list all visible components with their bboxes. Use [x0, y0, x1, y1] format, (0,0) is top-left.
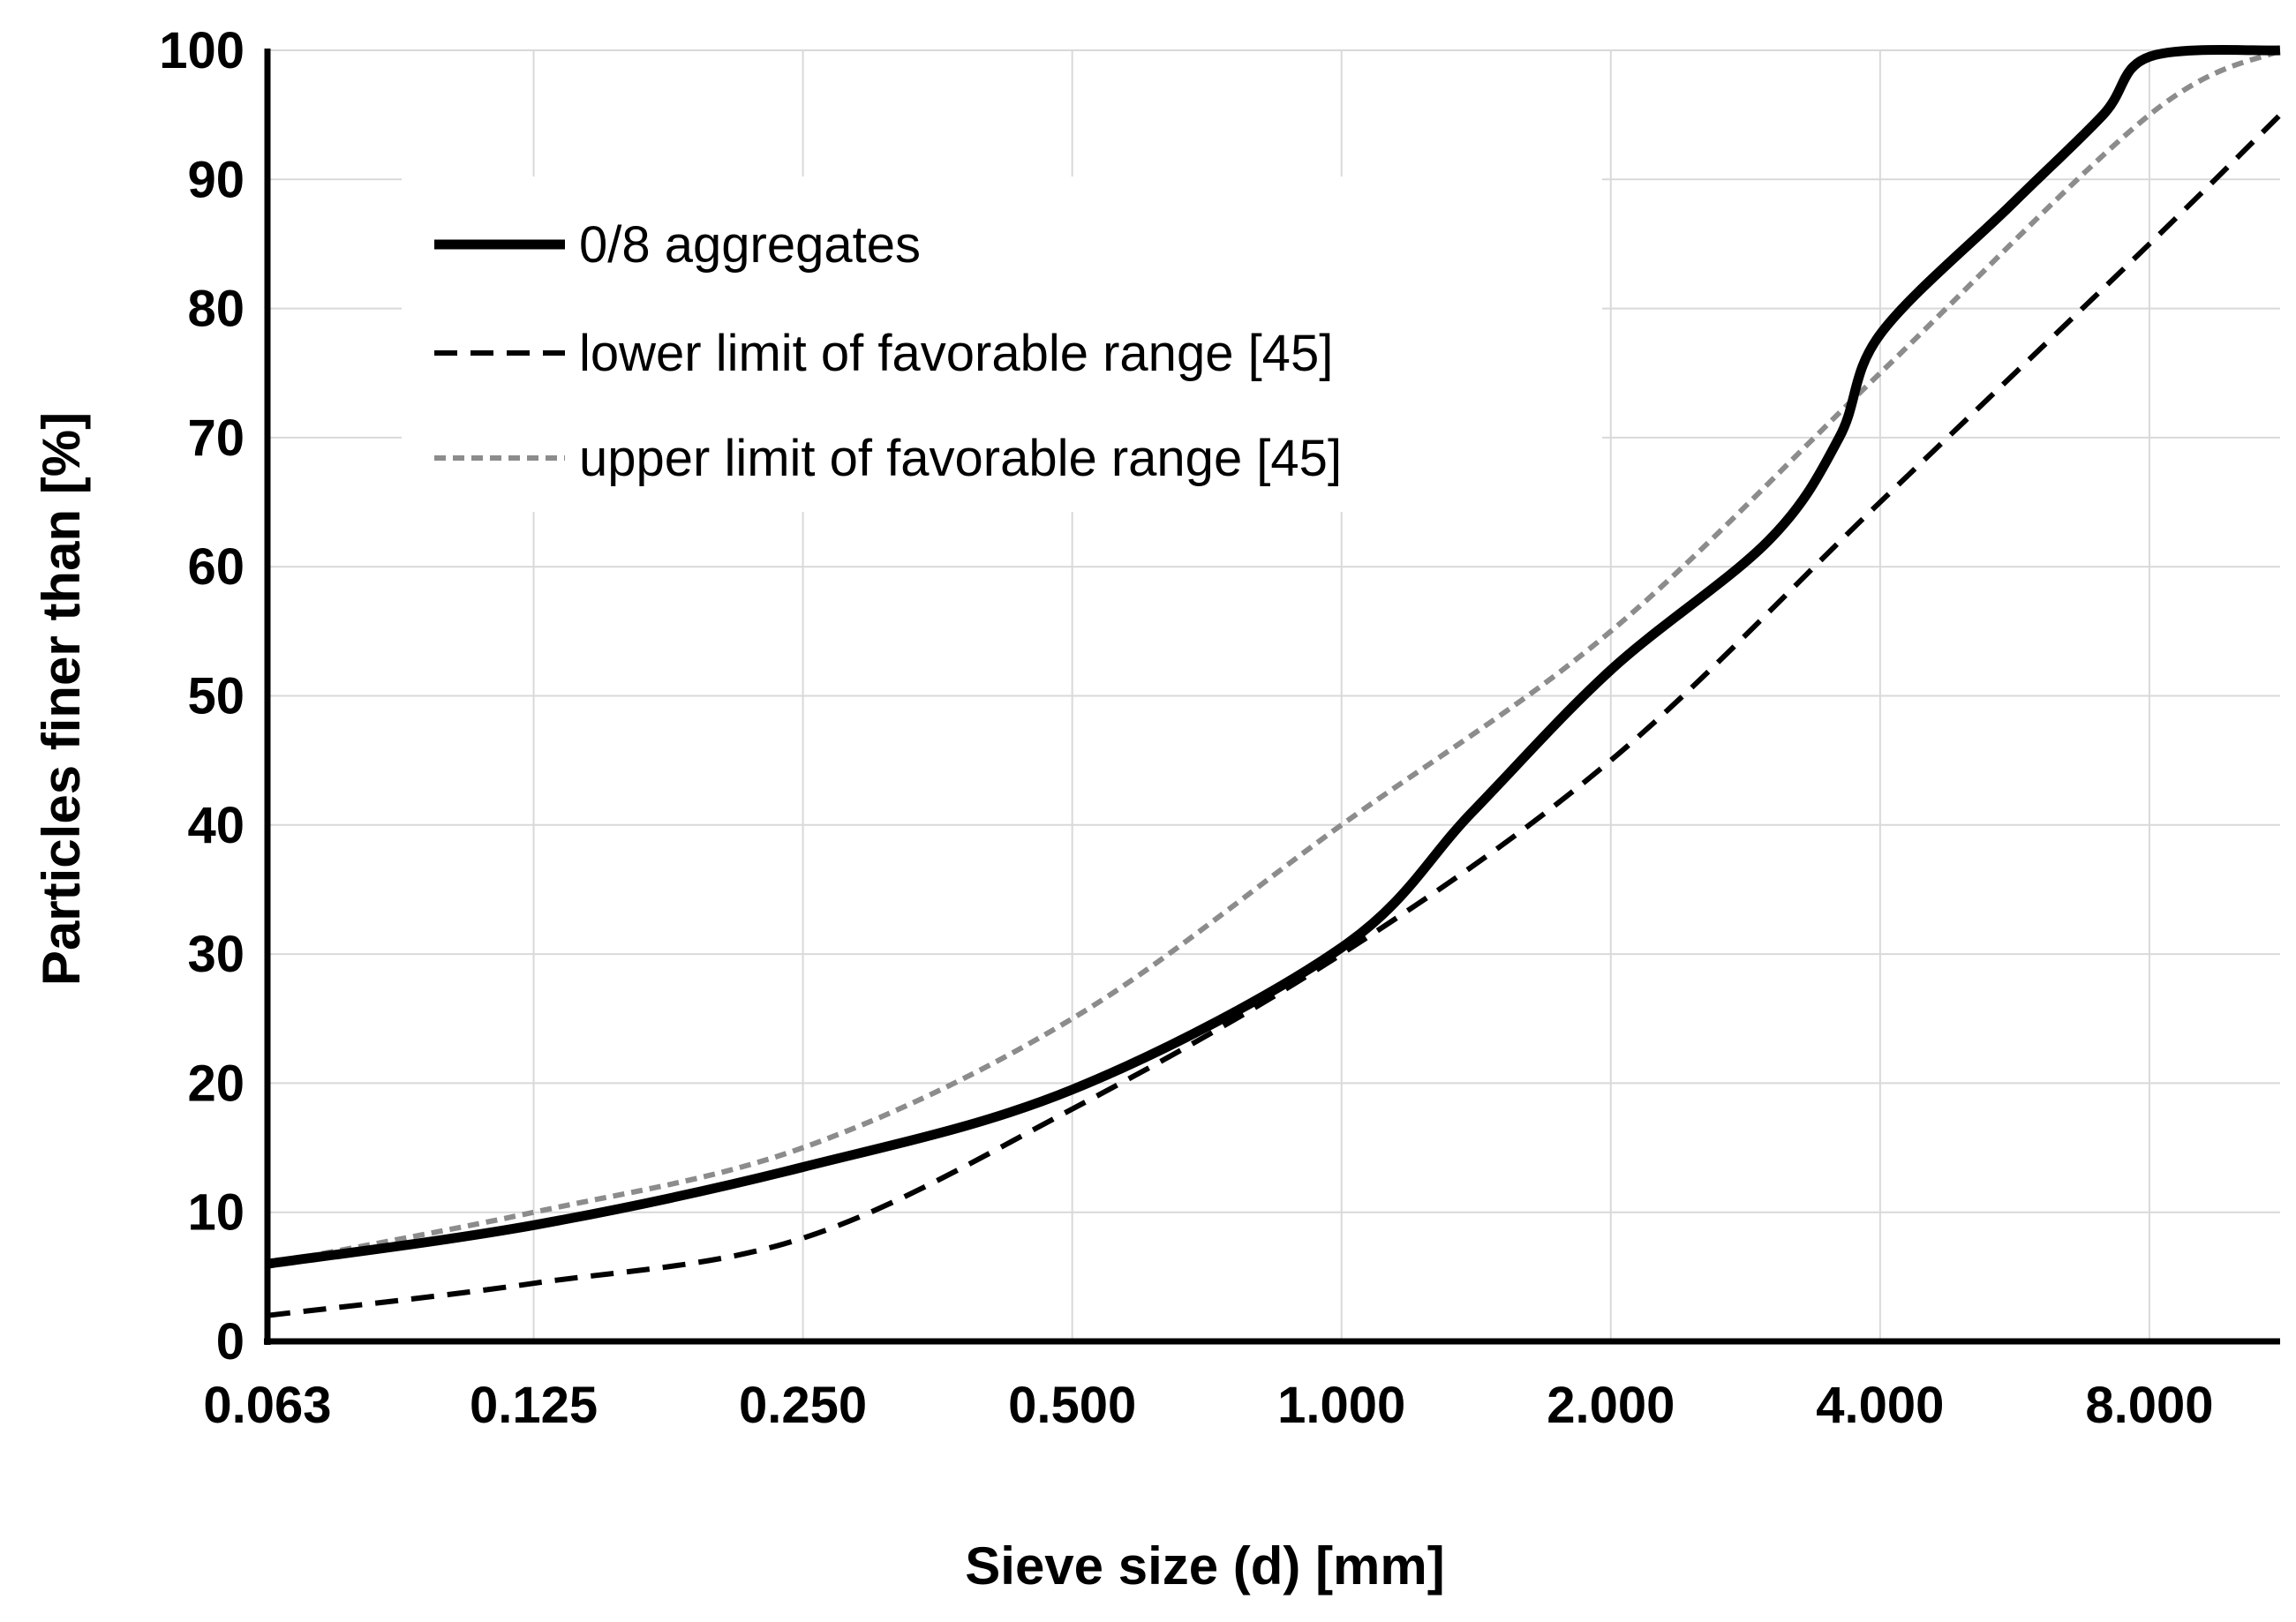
x-tick-label-5: 2.000: [1547, 1377, 1675, 1434]
axes: [264, 49, 2280, 1345]
legend-box: [402, 176, 1602, 512]
y-tick-label-1: 10: [187, 1184, 245, 1242]
legend-label-aggregates: 0/8 aggregates: [579, 216, 921, 274]
y-tick-label-8: 80: [187, 281, 245, 338]
series-line-0: [267, 45, 2281, 1269]
legend-label-lower-limit: lower limit of favorable range [45]: [579, 325, 1333, 382]
series-line-2: [267, 48, 2282, 1267]
x-tick-label-6: 4.000: [1816, 1377, 1944, 1434]
y-tick-label-7: 70: [187, 409, 245, 467]
x-tick-label-1: 0.125: [470, 1377, 598, 1434]
x-tick-label-3: 0.500: [1008, 1377, 1136, 1434]
y-tick-label-4: 40: [187, 797, 245, 854]
y-tick-label-6: 60: [187, 538, 245, 596]
y-tick-label-5: 50: [187, 668, 245, 725]
tick-labels: 0 10 20 30 40 50 60 70 80 90 100 0.063 0.125 0.250 0.5…: [159, 22, 2213, 1434]
y-tick-label-10: 100: [159, 22, 245, 79]
x-tick-label-4: 1.000: [1277, 1377, 1405, 1434]
y-tick-label-2: 20: [187, 1055, 245, 1112]
y-tick-label-9: 90: [187, 151, 245, 208]
y-tick-label-0: 0: [216, 1313, 245, 1370]
y-axis-title: Particles finer than [%]: [32, 412, 91, 986]
x-tick-label-0: 0.063: [203, 1377, 331, 1434]
series-line-1: [267, 113, 2283, 1318]
x-tick-label-7: 8.000: [2085, 1377, 2213, 1434]
x-tick-label-2: 0.250: [739, 1377, 867, 1434]
y-tick-label-3: 30: [187, 926, 245, 983]
series-lines: [267, 45, 2283, 1318]
legend-label-upper-limit: upper limit of favorable range [45]: [579, 430, 1342, 487]
legend: 0/8 aggregates lower limit of favorable …: [402, 176, 1602, 512]
x-axis-title: Sieve size (d) [mm]: [965, 1536, 1445, 1596]
